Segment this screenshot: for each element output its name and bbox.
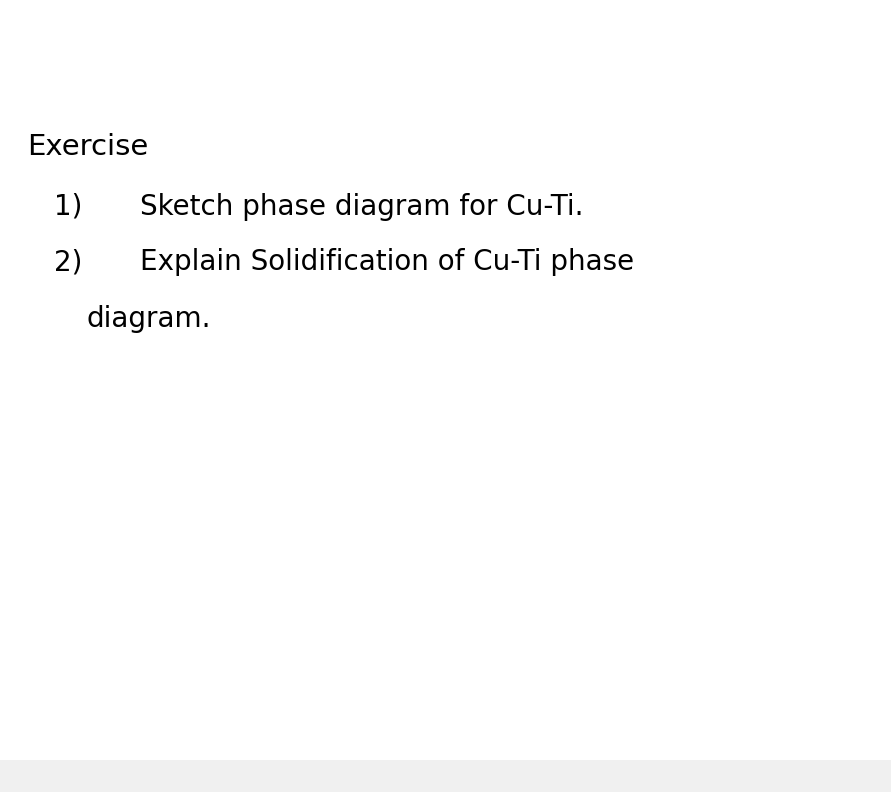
Text: Sketch phase diagram for Cu-Ti.: Sketch phase diagram for Cu-Ti. — [140, 193, 584, 221]
Text: Explain Solidification of Cu-Ti phase: Explain Solidification of Cu-Ti phase — [140, 248, 634, 276]
Bar — [0, 760, 891, 792]
Text: 2): 2) — [54, 248, 82, 276]
Text: Exercise: Exercise — [27, 133, 148, 161]
Text: 1): 1) — [54, 193, 82, 221]
Text: diagram.: diagram. — [86, 305, 210, 333]
